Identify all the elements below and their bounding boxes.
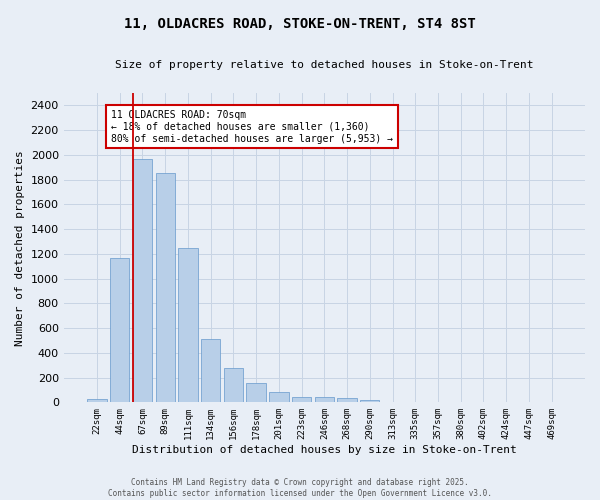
- Bar: [269, 392, 289, 402]
- Bar: [88, 399, 107, 402]
- X-axis label: Distribution of detached houses by size in Stoke-on-Trent: Distribution of detached houses by size …: [132, 445, 517, 455]
- Bar: [360, 400, 379, 402]
- Bar: [178, 248, 197, 402]
- Text: 11, OLDACRES ROAD, STOKE-ON-TRENT, ST4 8ST: 11, OLDACRES ROAD, STOKE-ON-TRENT, ST4 8…: [124, 18, 476, 32]
- Bar: [292, 397, 311, 402]
- Bar: [224, 368, 243, 402]
- Text: Contains HM Land Registry data © Crown copyright and database right 2025.
Contai: Contains HM Land Registry data © Crown c…: [108, 478, 492, 498]
- Bar: [201, 339, 220, 402]
- Bar: [155, 174, 175, 402]
- Bar: [314, 397, 334, 402]
- Title: Size of property relative to detached houses in Stoke-on-Trent: Size of property relative to detached ho…: [115, 60, 533, 70]
- Y-axis label: Number of detached properties: Number of detached properties: [15, 150, 25, 346]
- Bar: [133, 158, 152, 402]
- Text: 11 OLDACRES ROAD: 70sqm
← 18% of detached houses are smaller (1,360)
80% of semi: 11 OLDACRES ROAD: 70sqm ← 18% of detache…: [110, 110, 392, 144]
- Bar: [337, 398, 357, 402]
- Bar: [247, 383, 266, 402]
- Bar: [110, 258, 130, 402]
